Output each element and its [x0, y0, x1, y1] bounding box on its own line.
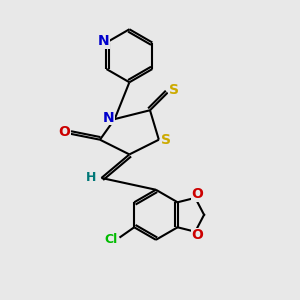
Text: H: H — [86, 171, 96, 184]
Text: O: O — [192, 228, 203, 242]
Text: Cl: Cl — [104, 232, 117, 246]
Text: S: S — [169, 82, 178, 97]
Text: N: N — [102, 111, 114, 124]
Text: N: N — [98, 34, 109, 48]
Text: O: O — [59, 125, 70, 139]
Text: S: S — [161, 133, 171, 147]
Text: O: O — [192, 187, 203, 201]
